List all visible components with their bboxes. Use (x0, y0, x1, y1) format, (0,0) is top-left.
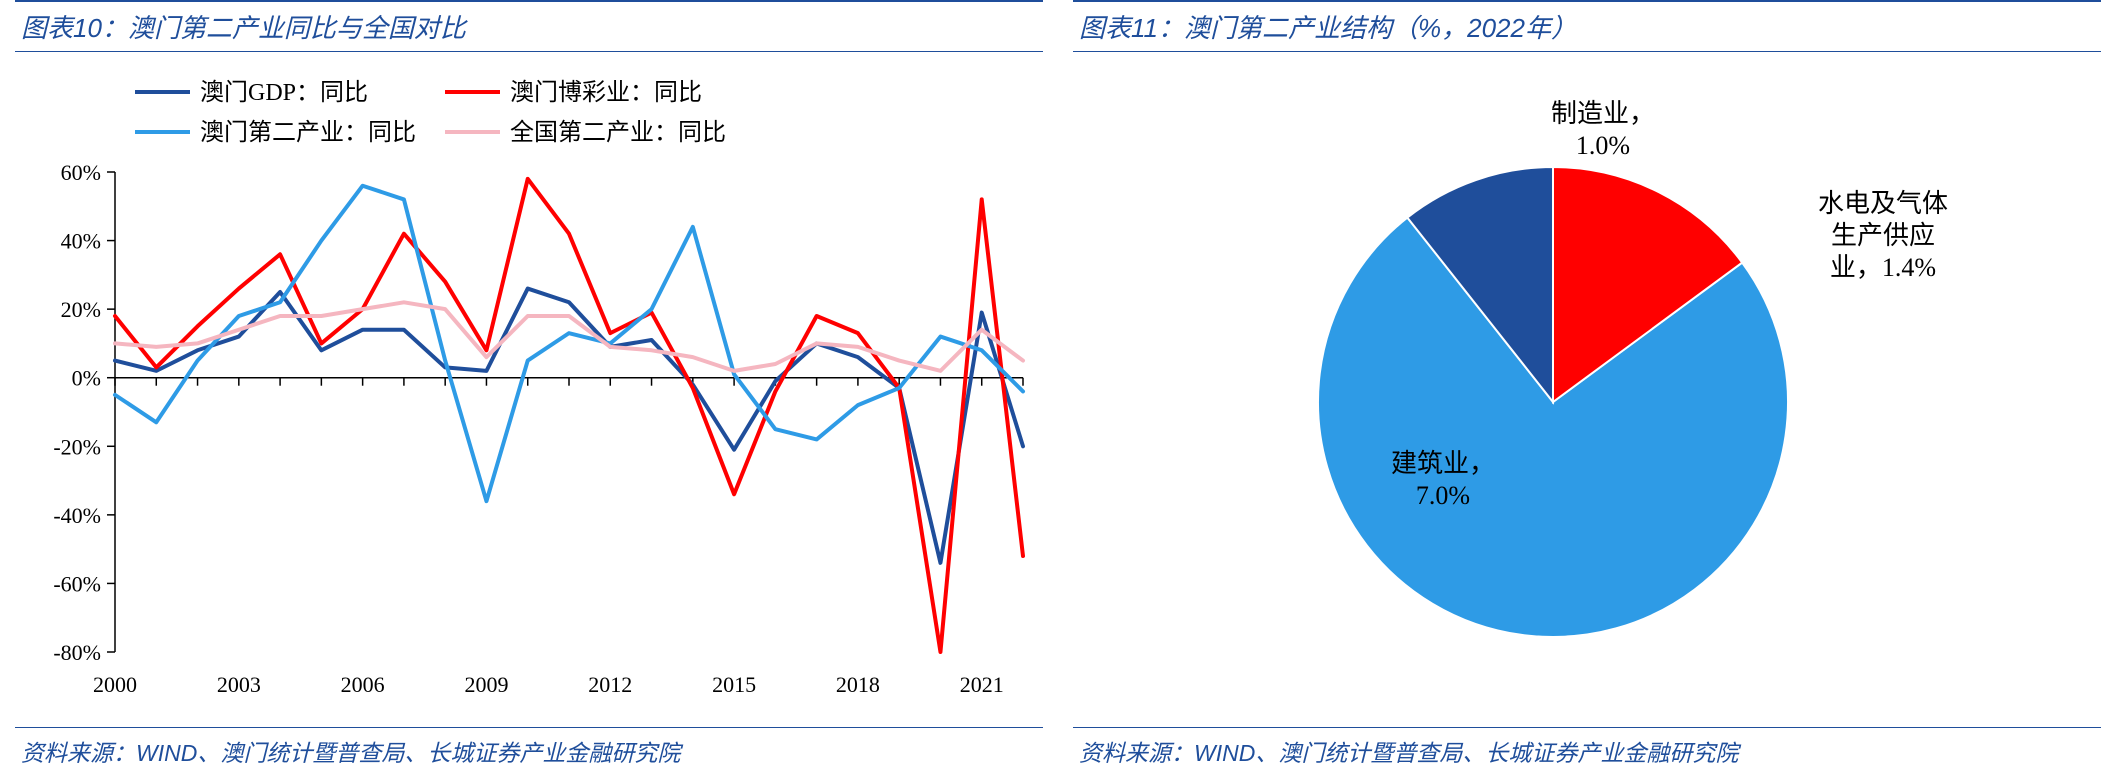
svg-text:2000: 2000 (93, 672, 137, 697)
svg-text:0%: 0% (72, 366, 101, 391)
right-title-bar: 图表11：澳门第二产业结构（%，2022年） (1073, 0, 2101, 52)
svg-text:-40%: -40% (53, 503, 101, 528)
svg-text:2021: 2021 (960, 672, 1004, 697)
svg-text:建筑业，: 建筑业， (1391, 449, 1495, 478)
right-source: WIND、澳门统计暨普查局、长城证券产业金融研究院 (1194, 740, 1738, 766)
left-source-bar: 资料来源：WIND、澳门统计暨普查局、长城证券产业金融研究院 (15, 727, 1043, 774)
pie-chart: 制造业， 1.0% 水电及气体生产供应业，1.4% 建筑业， 7.0% (1073, 52, 2101, 712)
left-panel: 图表10：澳门第二产业同比与全国对比 澳门GDP：同比 澳门博彩业：同比澳门第二产… (0, 0, 1058, 774)
line-chart: 澳门GDP：同比 澳门博彩业：同比澳门第二产业：同比 全国第二产业：同比 -80% -6… (15, 52, 1043, 712)
svg-text:2003: 2003 (217, 672, 261, 697)
svg-text:2018: 2018 (836, 672, 880, 697)
right-source-label: 资料来源： (1079, 740, 1194, 766)
svg-text:7.0%: 7.0% (1416, 481, 1470, 510)
svg-text:澳门第二产业：同比: 澳门第二产业：同比 (200, 119, 416, 146)
left-chart-area: 澳门GDP：同比 澳门博彩业：同比澳门第二产业：同比 全国第二产业：同比 -80% -6… (15, 52, 1043, 727)
left-source: WIND、澳门统计暨普查局、长城证券产业金融研究院 (136, 740, 680, 766)
svg-text:澳门博彩业：同比: 澳门博彩业：同比 (510, 79, 702, 106)
right-source-bar: 资料来源：WIND、澳门统计暨普查局、长城证券产业金融研究院 (1073, 727, 2101, 774)
svg-text:生产供应: 生产供应 (1831, 221, 1935, 250)
left-source-label: 资料来源： (21, 740, 136, 766)
right-panel: 图表11：澳门第二产业结构（%，2022年） 制造业， 1.0% 水电及气体生产供应… (1058, 0, 2116, 774)
svg-text:2012: 2012 (588, 672, 632, 697)
svg-text:2006: 2006 (341, 672, 385, 697)
svg-text:60%: 60% (61, 160, 101, 185)
svg-text:业，1.4%: 业，1.4% (1830, 253, 1936, 282)
left-title-bar: 图表10：澳门第二产业同比与全国对比 (15, 0, 1043, 52)
svg-text:-20%: -20% (53, 434, 101, 459)
right-title: 图表11：澳门第二产业结构（%，2022年） (1079, 13, 1577, 43)
svg-text:全国第二产业：同比: 全国第二产业：同比 (510, 119, 726, 146)
svg-text:20%: 20% (61, 297, 101, 322)
svg-text:澳门GDP：同比: 澳门GDP：同比 (200, 79, 368, 106)
left-title: 图表10：澳门第二产业同比与全国对比 (21, 13, 466, 43)
svg-text:水电及气体: 水电及气体 (1818, 189, 1948, 218)
svg-text:制造业，: 制造业， (1551, 99, 1655, 128)
svg-text:-80%: -80% (53, 640, 101, 665)
svg-text:1.0%: 1.0% (1576, 131, 1630, 160)
svg-text:40%: 40% (61, 229, 101, 254)
svg-text:2009: 2009 (464, 672, 508, 697)
svg-text:2015: 2015 (712, 672, 756, 697)
right-chart-area: 制造业， 1.0% 水电及气体生产供应业，1.4% 建筑业， 7.0% (1073, 52, 2101, 727)
svg-text:-60%: -60% (53, 571, 101, 596)
